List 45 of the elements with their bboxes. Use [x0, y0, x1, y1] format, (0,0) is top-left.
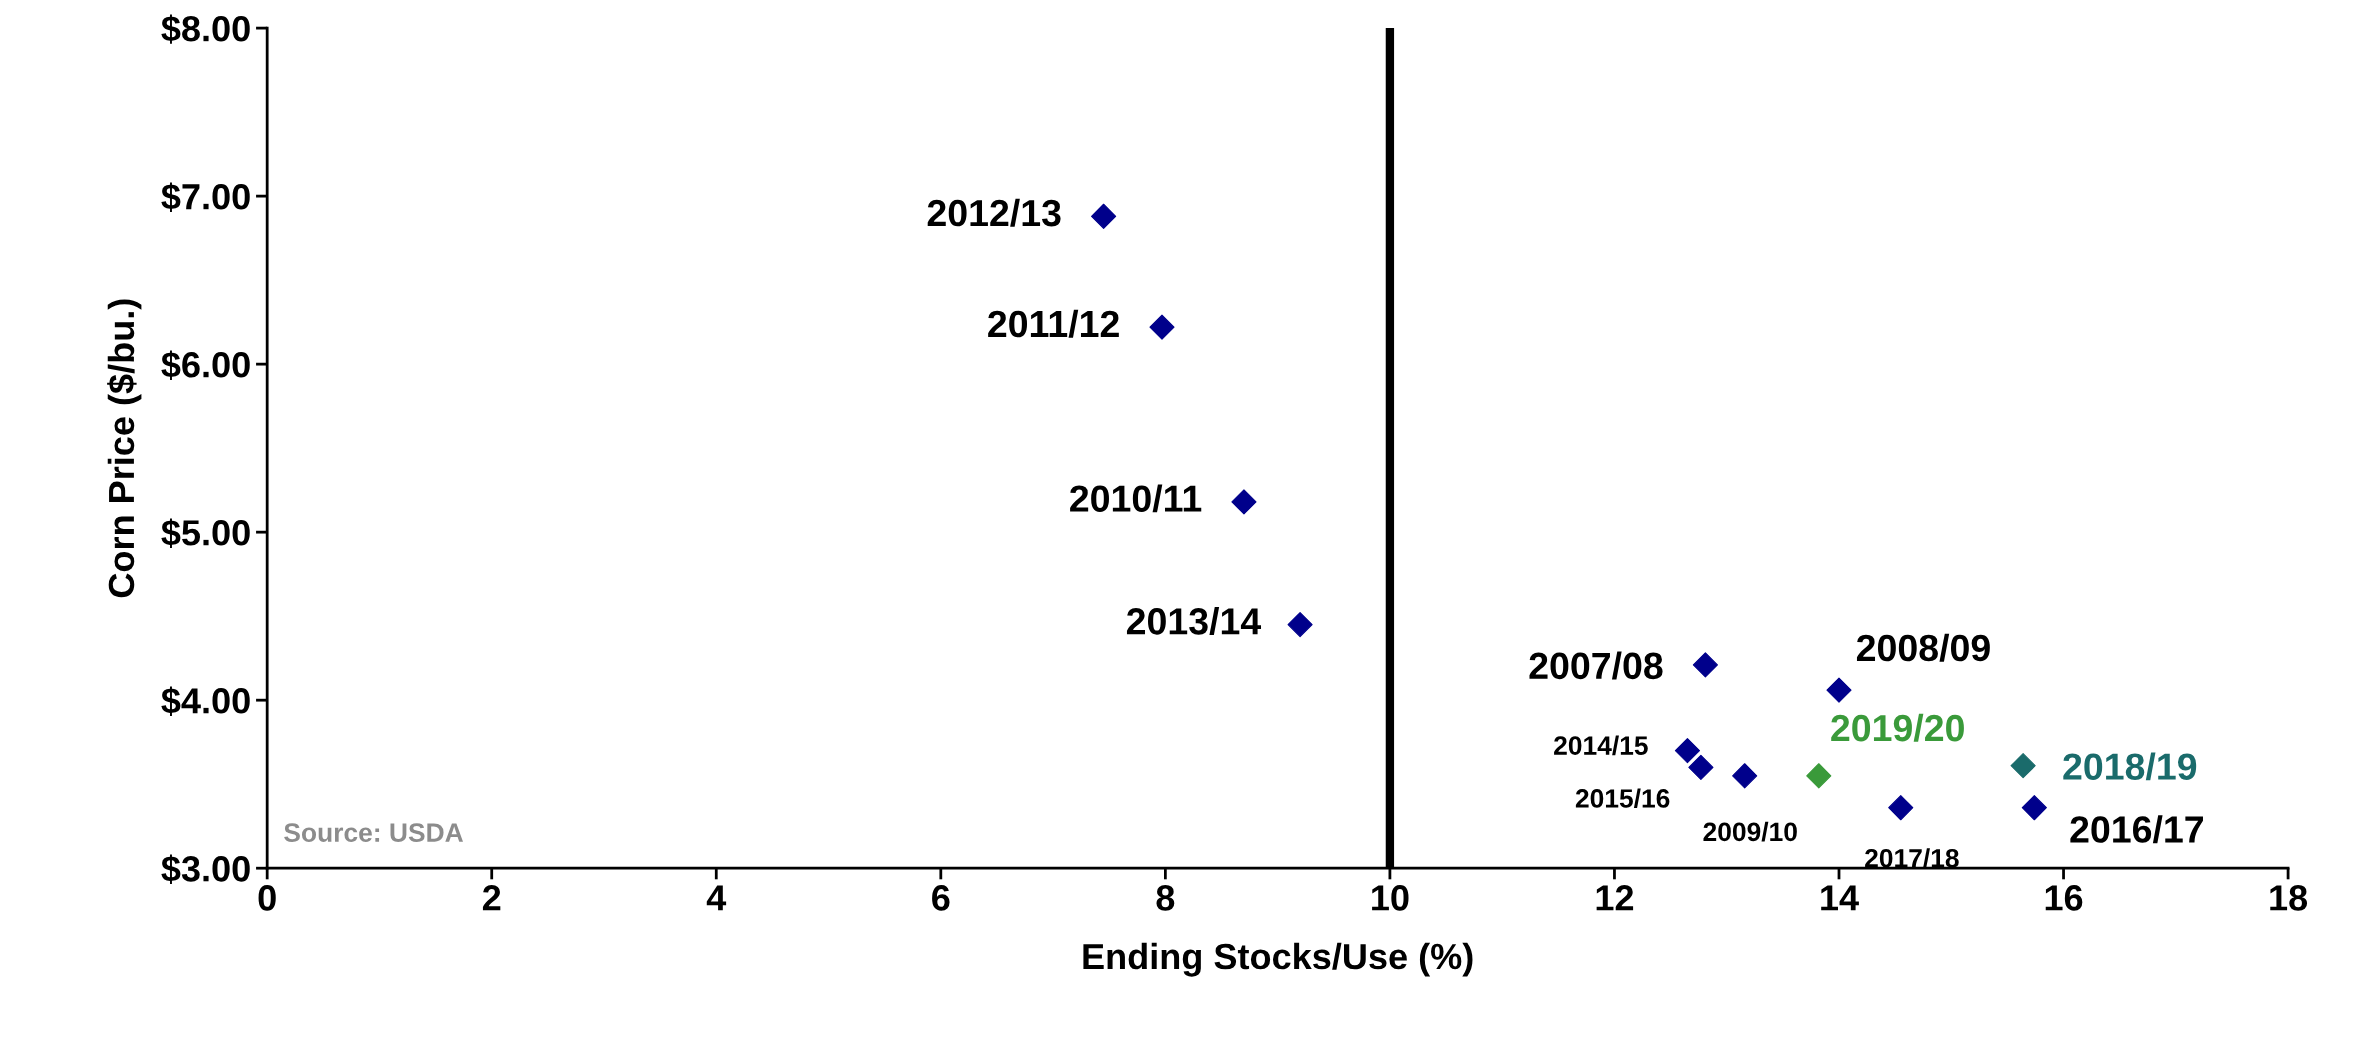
x-tick-label: 2 — [482, 885, 501, 911]
annotation: 2015/16 — [1575, 788, 1670, 809]
annotation: 2014/15 — [1554, 735, 1648, 756]
y-tick-label: $8.00 — [161, 14, 250, 44]
x-tick-label: 16 — [2045, 885, 2083, 911]
y-tick-label: $3.00 — [161, 854, 250, 884]
annotation: 2011/12 — [988, 309, 1119, 338]
annotation: 2010/11 — [1070, 484, 1202, 513]
y-tick-label: $5.00 — [161, 518, 250, 548]
annotation: 2008/09 — [1856, 633, 1990, 662]
annotation: 2017/18 — [1865, 848, 1959, 868]
x-tick-label: 4 — [706, 885, 727, 911]
point — [1149, 314, 1175, 340]
annotation: 2013/14 — [1126, 607, 1262, 636]
annotation: 2019/20 — [1831, 713, 1964, 742]
x-tick-label: 18 — [2270, 885, 2308, 911]
point — [1091, 203, 1117, 229]
annotation: 2007/08 — [1529, 651, 1663, 680]
x-tick-label: 12 — [1596, 885, 1634, 911]
point — [1674, 737, 1701, 764]
point — [2010, 753, 2036, 779]
annotation: 2018/19 — [2063, 752, 2197, 781]
x-tick-label: 8 — [1156, 885, 1175, 911]
y-tick-label: $4.00 — [161, 686, 250, 716]
x-tick-label: 10 — [1372, 885, 1409, 911]
annotation: 2009/10 — [1703, 821, 1797, 842]
x-tick-label: 0 — [258, 885, 276, 911]
annotation: 2016/17 — [2070, 815, 2203, 844]
point — [1888, 795, 1914, 821]
x-tick-label: 14 — [1821, 885, 1859, 911]
x-axis-title: Ending Stocks/Use (%) — [1083, 942, 1473, 977]
annotation: 2012/13 — [927, 198, 1061, 227]
point — [2021, 795, 2047, 821]
point — [1826, 677, 1852, 703]
annotation: Source: USDA — [284, 823, 463, 842]
y-tick-label: $7.00 — [161, 182, 250, 212]
point — [1287, 611, 1313, 638]
y-tick-label: $6.00 — [161, 350, 250, 380]
y-axis-title: Corn Price ($/bu.) — [107, 299, 142, 598]
point — [1692, 652, 1718, 678]
point — [1231, 489, 1257, 515]
x-tick-label: 6 — [932, 885, 950, 911]
point — [1806, 763, 1832, 789]
point — [1688, 754, 1714, 780]
point — [1732, 763, 1758, 789]
